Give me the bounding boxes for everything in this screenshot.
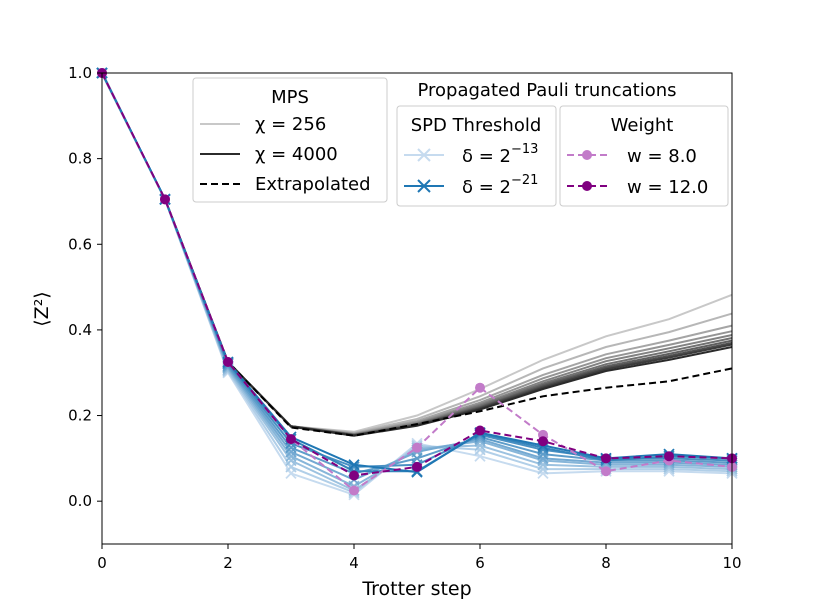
legend-spd-box: [396, 105, 557, 207]
weight-point: [538, 436, 548, 447]
legend-spd-13-label: δ = 2−13: [462, 142, 538, 167]
legend-mps: MPS χ = 256 χ = 4000 Extrapolated: [192, 77, 388, 203]
legend-weight-box: [559, 105, 729, 207]
weight-point: [664, 451, 674, 462]
y-tick-label: 0.0: [68, 492, 92, 510]
weight-point: [286, 434, 296, 445]
legend-pauli-title: Propagated Pauli truncations: [417, 80, 676, 101]
weight-point: [160, 194, 170, 205]
weight-point: [475, 382, 485, 393]
series-layer: [96, 67, 738, 501]
x-tick-label: 2: [223, 554, 233, 572]
weight-point: [601, 453, 611, 464]
legend-spd-title: SPD Threshold: [411, 115, 542, 136]
legend-mps-box: [192, 77, 388, 203]
y-tick-label: 0.4: [68, 321, 92, 339]
legend-w8-marker: [582, 150, 592, 160]
spd-point: [348, 459, 360, 471]
weight-point: [412, 442, 422, 453]
plot-frame: [101, 72, 733, 545]
ticks-layer: 0 2 4 6 8 10 0.0 0.2 0.4 0.6 0.8 1.0: [68, 64, 741, 572]
weight-point: [601, 466, 611, 477]
legend-spd-13-marker: [417, 148, 431, 162]
y-tick-label: 0.6: [68, 235, 92, 253]
x-tick-label: 6: [475, 554, 485, 572]
y-tick-label: 0.8: [68, 150, 92, 168]
legend-spd-13-exponent: −13: [511, 142, 538, 157]
x-tick-label: 10: [722, 554, 741, 572]
weight-point: [223, 357, 233, 368]
legend-w12-label: w = 12.0: [627, 177, 708, 198]
x-tick-label: 8: [601, 554, 611, 572]
y-tick-label: 1.0: [68, 64, 92, 82]
legend-w8-label: w = 8.0: [627, 146, 697, 167]
x-tick-label: 4: [349, 554, 359, 572]
x-tick-label: 0: [97, 554, 107, 572]
x-axis-label: Trotter step: [361, 578, 471, 600]
legend-pauli: Propagated Pauli truncations SPD Thresho…: [396, 80, 729, 207]
legend-spd-21-marker: [417, 179, 431, 193]
legend-mps-title: MPS: [271, 87, 309, 108]
legend-chi-4000-label: χ = 4000: [255, 144, 338, 165]
y-axis-label: ⟨Z²⟩: [31, 291, 53, 326]
weight-point: [475, 425, 485, 436]
legend-extrapolated-label: Extrapolated: [255, 174, 371, 195]
weight-point: [349, 470, 359, 481]
weight-point: [412, 461, 422, 472]
legend-spd-21-base: δ = 2: [462, 177, 511, 198]
weight-point: [349, 485, 359, 496]
y-tick-label: 0.2: [68, 407, 92, 425]
legend-chi-256-label: χ = 256: [255, 114, 326, 135]
legend-spd-13-base: δ = 2: [462, 146, 511, 167]
legend-weight-title: Weight: [611, 115, 674, 136]
legend-spd-21-exponent: −21: [511, 173, 538, 188]
legend-spd-21-label: δ = 2−21: [462, 173, 538, 198]
weight-series-1: [97, 68, 737, 481]
legend-w12-marker: [582, 181, 592, 191]
